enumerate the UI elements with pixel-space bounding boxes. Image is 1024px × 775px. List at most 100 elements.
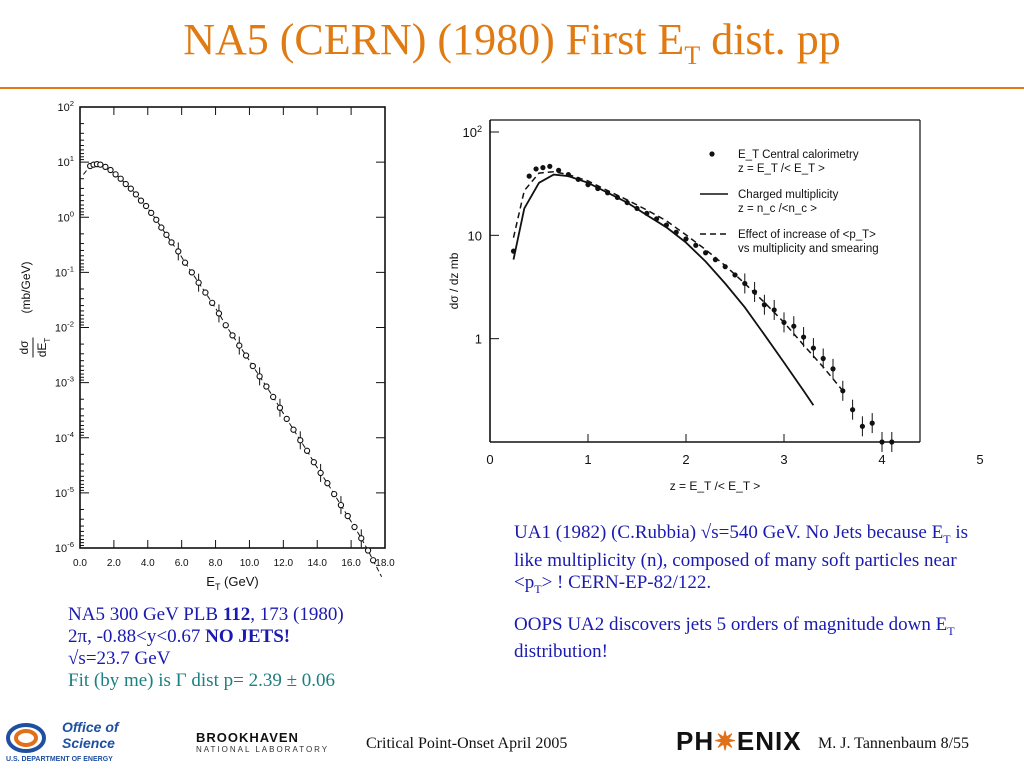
ua1-data-point [654, 216, 660, 222]
ua1-legend-dot [709, 151, 715, 157]
ua1-data-point [791, 323, 797, 329]
na5-x-tick-label: 4.0 [141, 558, 155, 569]
na5-y-label-dsigma: dσ [17, 340, 31, 355]
na5-data-point [107, 166, 114, 174]
na5-data-point [188, 269, 195, 276]
na5-data-point [117, 175, 124, 182]
na5-data-point [270, 393, 277, 401]
na5-y-tick-label: 10-3 [55, 375, 74, 390]
na5-data-point [229, 332, 236, 339]
ua1-data-point [810, 345, 816, 351]
ua1-data-point [869, 420, 875, 426]
na5-data-point [324, 480, 331, 487]
na5-data-point [132, 191, 140, 198]
footer-author-page: M. J. Tannenbaum 8/55 [818, 735, 970, 752]
na5-y-tick-label: 10-2 [55, 320, 74, 335]
na5-x-axis-label: ET (GeV) [206, 574, 258, 592]
ua1-y-tick-label: 1 [475, 332, 482, 347]
ua1-data-point [693, 242, 699, 248]
na5-data-point [112, 171, 119, 178]
na5-data-point [249, 362, 256, 370]
na5-y-tick-label: 101 [57, 154, 74, 169]
na5-data-point [181, 259, 189, 266]
ua1-data-point [820, 355, 826, 362]
ua1-y-tick-label: 102 [462, 124, 482, 140]
ua1-y-tick-label: 10 [468, 228, 482, 243]
ua1-data-point [624, 199, 630, 206]
ua1-data-point [712, 257, 718, 263]
na5-data-point [263, 383, 270, 390]
na5-energy-line: √s=23.7 GeV [68, 648, 171, 669]
na5-data-point [358, 535, 365, 542]
ua1-data-point [526, 173, 532, 179]
ua1-data-point [761, 302, 767, 308]
na5-y-tick-label: 100 [57, 209, 74, 224]
ua1-data-point [663, 222, 669, 228]
ua1-data-point [879, 439, 885, 445]
svg-text:Science: Science [62, 735, 115, 751]
na5-y-tick-label: 10-6 [55, 540, 74, 555]
ua1-legend-sublabel: vs multiplicity and smearing [738, 243, 879, 255]
ua1-data-point [703, 250, 709, 256]
ua1-axes: 0 1 2 3 4 5 102 10 1 z = E_T /< E_T > dσ / dz mb E_… [447, 119, 984, 493]
na5-data-point [97, 161, 104, 168]
footer-title: Critical Point-Onset April 2005 [366, 735, 568, 752]
na5-data-point [158, 224, 165, 231]
ua1-x-tick-label: 5 [976, 452, 983, 467]
ua1-data-point [850, 407, 856, 413]
na5-fit-curve [83, 163, 383, 578]
na5-x-tick-label: 10.0 [240, 558, 260, 569]
ua1-legend-sublabel: z = E_T /< E_T > [738, 163, 825, 175]
na5-data-point [303, 447, 311, 454]
na5-data-point [195, 279, 202, 286]
na5-data-point [242, 352, 250, 359]
na5-acceptance-line: 2π, -0.88<y<0.67 NO JETS! [68, 626, 291, 647]
na5-y-tick-label: 10-5 [55, 485, 74, 500]
ua1-data-point [644, 210, 650, 216]
na5-data-point [331, 490, 338, 498]
na5-data-point [142, 202, 150, 210]
ua1-legend-sublabel: z = n_c /<n_c > [738, 203, 817, 215]
na5-data-point [122, 180, 129, 188]
na5-y-tick-label: 10-4 [55, 430, 75, 445]
na5-data-point [168, 239, 175, 246]
ua1-data-point [634, 205, 640, 212]
na5-axes: 0.0 2.0 4.0 6.0 8.0 10.0 12.0 14.0 16.0 18.0 102 10… [17, 99, 395, 592]
na5-data-point [351, 523, 358, 531]
na5-x-tick-label: 6.0 [175, 558, 189, 569]
ua1-data-point [722, 264, 728, 270]
ua1-x-tick-label: 2 [682, 452, 689, 467]
na5-x-tick-label: 12.0 [274, 558, 294, 569]
office-of-science-logo: Office of Science U.S. DEPARTMENT OF ENE… [6, 719, 120, 763]
na5-y-label-det: dET [35, 338, 52, 358]
ua2-paragraph: OOPS UA2 discovers jets 5 orders of magn… [514, 613, 955, 663]
ua1-data-point [510, 248, 517, 254]
na5-x-tick-label: 8.0 [209, 558, 223, 569]
na5-data-point [364, 547, 372, 554]
na5-data-point [175, 248, 182, 255]
ua1-paragraph: UA1 (1982) (C.Rubbia) √s=540 GeV. No Jet… [514, 522, 969, 596]
ua1-data-point [614, 194, 620, 201]
na5-data-point [337, 501, 345, 509]
na5-description: NA5 300 GeV PLB 112, 173 (1980) 2π, -0.8… [68, 604, 448, 692]
ua1-et-chart: 0 1 2 3 4 5 102 10 1 z = E_T /< E_T > dσ / dz mb E_… [447, 119, 984, 493]
na5-data-point [127, 185, 134, 192]
ua1-data-point [801, 334, 807, 340]
ua1-legend-label: Effect of increase of <p_T> [738, 229, 876, 241]
na5-data-point [369, 557, 377, 564]
na5-ref-line: NA5 300 GeV PLB 112, 173 (1980) [68, 604, 344, 625]
phenix-sun-icon: ✷ [714, 726, 737, 756]
na5-data-point [137, 197, 145, 204]
na5-data-point [290, 426, 297, 433]
na5-data-point [344, 512, 351, 520]
na5-y-label-units: (mb/GeV) [19, 261, 33, 313]
na5-data-point [153, 216, 160, 223]
ua1-data-point [683, 236, 689, 242]
ua1-data-point [585, 182, 591, 188]
ua1-description: UA1 (1982) (C.Rubbia) √s=540 GeV. No Jet… [514, 522, 984, 663]
ua1-data-point [540, 165, 546, 171]
ua1-y-label-text: dσ / dz mb [447, 252, 461, 309]
na5-y-tick-label: 10-1 [55, 264, 74, 279]
brookhaven-logo: BROOKHAVEN NATIONAL LABORATORY [196, 730, 330, 754]
na5-x-tick-label: 16.0 [341, 558, 361, 569]
